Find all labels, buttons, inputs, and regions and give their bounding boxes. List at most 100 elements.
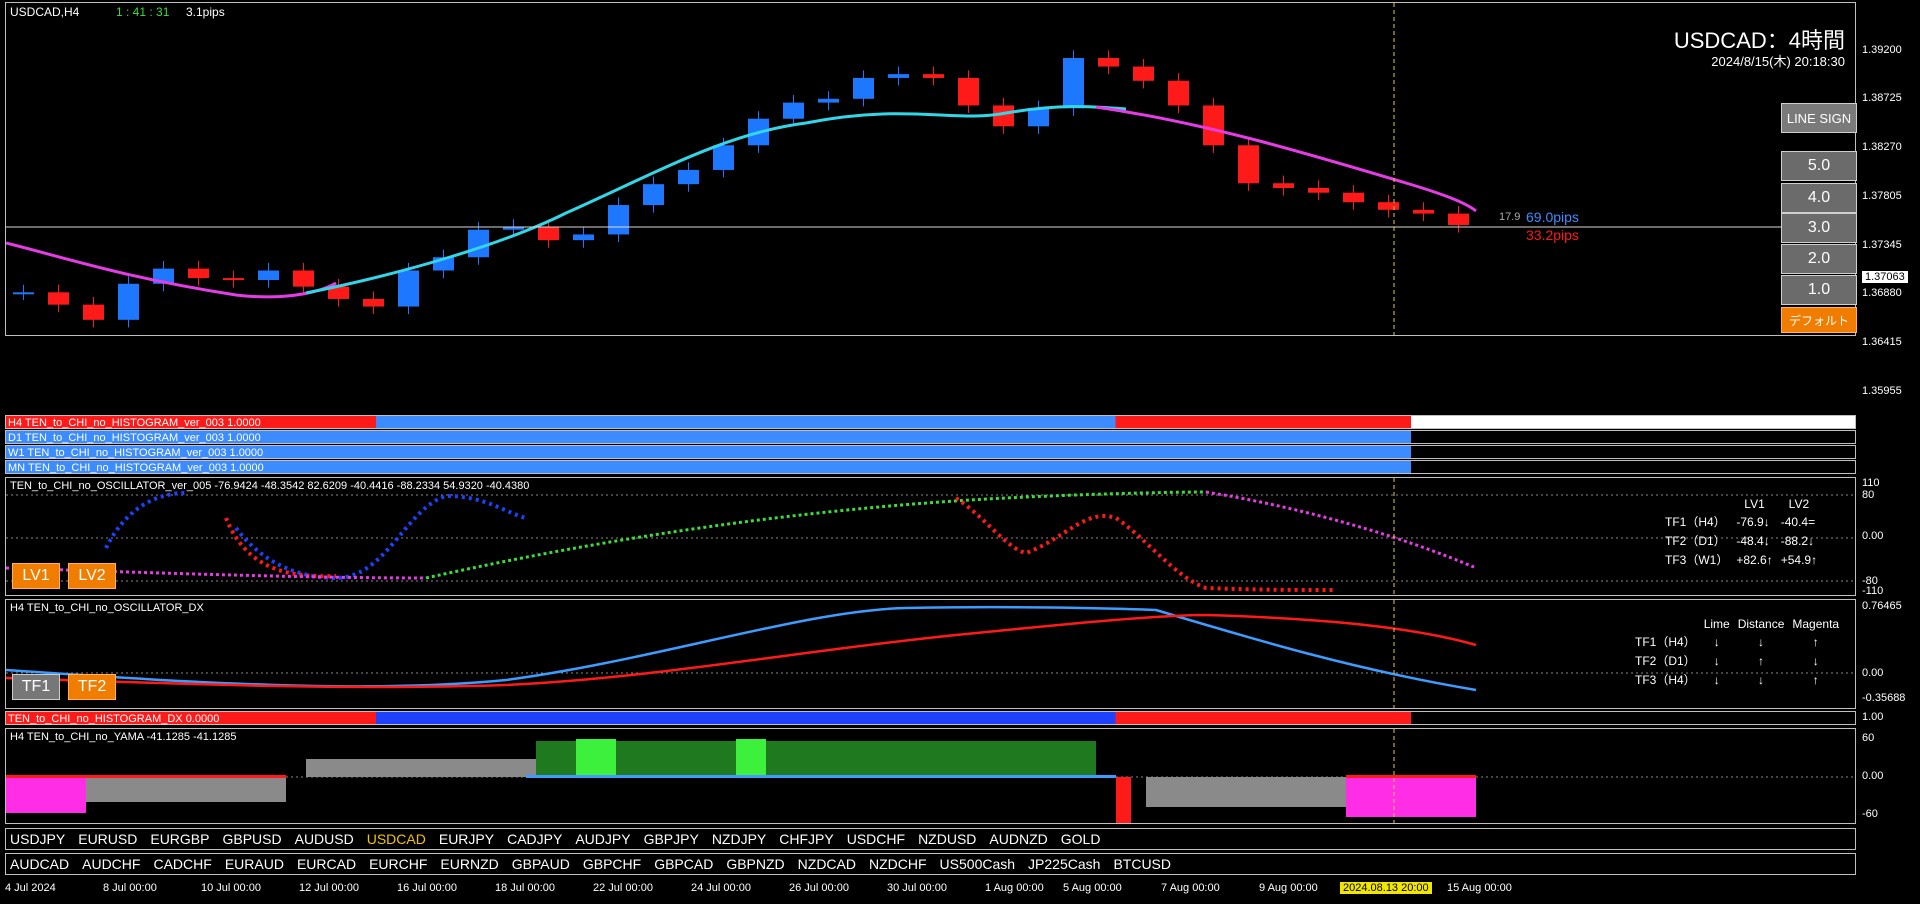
candle-body <box>1238 145 1259 184</box>
candle-body <box>713 145 734 170</box>
oscillator-pane: TEN_to_CHI_no_OSCILLATOR_ver_005 -76.942… <box>5 477 1856 596</box>
histogram-pane-h4: H4 TEN_to_CHI_no_HISTOGRAM_ver_003 1.000… <box>5 415 1856 429</box>
level-2-button[interactable]: 2.0 <box>1781 244 1857 274</box>
time-tick: 22 Jul 00:00 <box>593 882 653 894</box>
symbol-tab[interactable]: GBPUSD <box>222 831 282 847</box>
level-4-button[interactable]: 4.0 <box>1781 183 1857 213</box>
symbol-tab[interactable]: USDCHF <box>846 831 906 847</box>
symbol-tab[interactable]: EURGBP <box>150 831 210 847</box>
time-tick: 16 Jul 00:00 <box>397 882 457 894</box>
level-3-button[interactable]: 3.0 <box>1781 213 1857 243</box>
candle-body <box>608 205 629 235</box>
time-tick: 15 Aug 00:00 <box>1447 882 1512 894</box>
dx-axis-tick: 0.00 <box>1862 667 1884 679</box>
symbol-tab[interactable]: AUDCHF <box>82 856 141 872</box>
symbol-tab[interactable]: USDCAD <box>366 831 426 847</box>
candle-body <box>1203 105 1224 146</box>
symbol-tab[interactable]: JP225Cash <box>1028 856 1101 872</box>
table-header: Magenta <box>1792 617 1840 631</box>
price-tick: 1.39200 <box>1862 44 1902 56</box>
histogram-label: D1 TEN_to_CHI_no_HISTOGRAM_ver_003 1.000… <box>8 432 261 444</box>
time-tick: 26 Jul 00:00 <box>789 882 849 894</box>
candle-body <box>328 286 349 299</box>
candle-body <box>503 226 524 230</box>
symbol-tab[interactable]: EURCHF <box>369 856 428 872</box>
candle-body <box>1378 202 1399 210</box>
yama-pane: H4 TEN_to_CHI_no_YAMA -41.1285 -41.1285 <box>5 728 1856 824</box>
symbol-tab[interactable]: CADCHF <box>153 856 212 872</box>
candle-body <box>958 77 979 106</box>
osc-axis-tick: 110 <box>1862 477 1880 489</box>
symbol-tab[interactable]: CHFJPY <box>779 831 834 847</box>
symbol-tab[interactable]: GOLD <box>1060 831 1101 847</box>
symbol-tab[interactable]: GBPAUD <box>511 856 570 872</box>
candle-body <box>1133 66 1154 81</box>
main-chart-pane[interactable]: USDCAD,H4 1 : 41 : 31 3.1pips USDCAD：4時間… <box>5 2 1857 336</box>
symbol-tab[interactable]: EURJPY <box>438 831 495 847</box>
bar-timer: 1 : 41 : 31 <box>116 5 170 19</box>
symbol-tab[interactable]: CADJPY <box>507 831 563 847</box>
dx-svg <box>6 600 1855 708</box>
line-sign-button[interactable]: LINE SIGN <box>1781 103 1857 133</box>
table-header: Distance <box>1737 617 1785 631</box>
time-tick: 24 Jul 00:00 <box>691 882 751 894</box>
candle-body <box>363 298 384 307</box>
tf2-button[interactable]: TF2 <box>68 674 116 700</box>
symbol-tab[interactable]: GBPJPY <box>643 831 699 847</box>
price-tick: 1.38725 <box>1862 92 1902 104</box>
symbol-tab[interactable]: NZDCHF <box>869 856 927 872</box>
symbol-row-2: AUDCAD AUDCHF CADCHF EURAUD EURCAD EURCHF EURN… <box>10 856 1184 872</box>
lv2-button[interactable]: LV2 <box>68 563 116 589</box>
candle-body <box>223 278 244 281</box>
candle-body <box>993 105 1014 127</box>
time-axis: 4 Jul 2024 8 Jul 00:00 10 Jul 00:00 12 Jul … <box>5 879 1856 899</box>
time-tick: 18 Jul 00:00 <box>495 882 555 894</box>
symbol-tab[interactable]: USDJPY <box>10 831 66 847</box>
candle-body <box>48 292 69 305</box>
price-tick: 1.35955 <box>1862 385 1902 397</box>
table-row: TF3（W1） +82.6↑ +54.9↑ <box>1665 552 1818 568</box>
osc-axis-tick: 80 <box>1862 489 1875 501</box>
dx-pane: H4 TEN_to_CHI_no_OSCILLATOR_DX TF1 TF2 L… <box>5 599 1856 709</box>
time-tick: 4 Jul 2024 <box>5 882 56 894</box>
candle-body <box>468 229 489 258</box>
level-5-button[interactable]: 5.0 <box>1781 151 1857 181</box>
candle-body <box>1273 183 1294 188</box>
level-1-button[interactable]: 1.0 <box>1781 275 1857 305</box>
symbol-tab[interactable]: EURCAD <box>296 856 357 872</box>
time-tick: 5 Aug 00:00 <box>1063 882 1122 894</box>
symbol-tab[interactable]: EURNZD <box>440 856 499 872</box>
symbol-tab[interactable]: AUDCAD <box>10 856 70 872</box>
candle-body <box>83 304 104 320</box>
candle-body <box>818 98 839 103</box>
symbol-tab[interactable]: AUDUSD <box>294 831 354 847</box>
symbol-tab[interactable]: EURAUD <box>224 856 284 872</box>
symbol-tab[interactable]: NZDCAD <box>797 856 856 872</box>
candle-body <box>1448 213 1469 225</box>
osc-axis-tick: -80 <box>1862 575 1878 587</box>
symbol-tab[interactable]: GBPCHF <box>582 856 642 872</box>
symbol-tab[interactable]: NZDUSD <box>918 831 977 847</box>
symbol-tab[interactable]: AUDJPY <box>575 831 631 847</box>
pips-blue: 69.0pips <box>1526 209 1579 225</box>
symbol-tab[interactable]: NZDJPY <box>711 831 767 847</box>
symbol-tab[interactable]: GBPNZD <box>726 856 785 872</box>
tf1-button[interactable]: TF1 <box>12 674 60 700</box>
symbol-tab[interactable]: EURUSD <box>78 831 138 847</box>
symbol-tab[interactable]: US500Cash <box>939 856 1016 872</box>
dx-axis-tick: 0.76465 <box>1862 600 1902 612</box>
histdx-axis-tick: 1.00 <box>1862 711 1884 723</box>
dx-table: Lime Distance Magenta TF1（H4） ↓ ↓ ↑ TF2（D1） ↓ ↑… <box>1631 616 1843 689</box>
histogram-dx-pane: TEN_to_CHI_no_HISTOGRAM_DX 0.0000 <box>5 711 1856 725</box>
oscillator-svg <box>6 478 1855 595</box>
candle-body <box>643 184 664 206</box>
yama-svg <box>6 729 1855 823</box>
symbol-tab[interactable]: BTCUSD <box>1113 856 1171 872</box>
time-tick: 1 Aug 00:00 <box>985 882 1044 894</box>
symbol-tab[interactable]: AUDNZD <box>989 831 1048 847</box>
default-button[interactable]: デフォルト <box>1781 307 1857 333</box>
table-header: Lime <box>1703 617 1730 631</box>
histogram-label: MN TEN_to_CHI_no_HISTOGRAM_ver_003 1.000… <box>8 462 264 474</box>
lv1-button[interactable]: LV1 <box>12 563 60 589</box>
symbol-tab[interactable]: GBPCAD <box>654 856 714 872</box>
